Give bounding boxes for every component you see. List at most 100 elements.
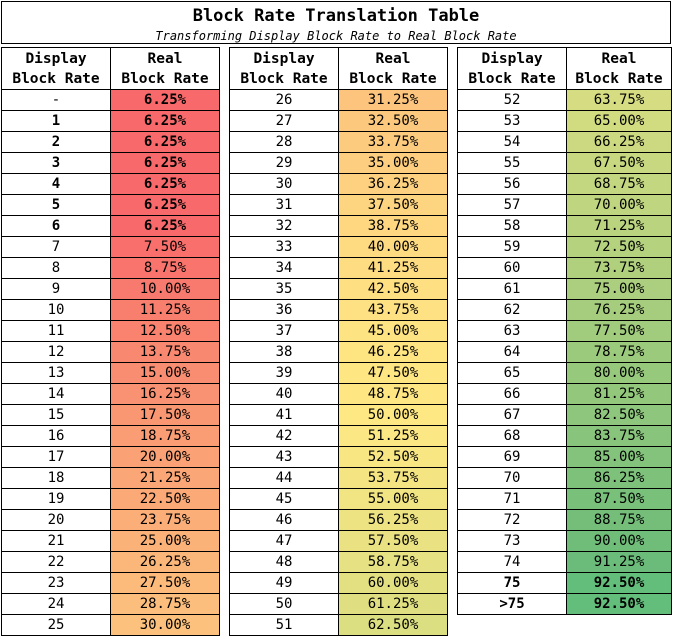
table-row: 1 6.25% [1,110,220,132]
display-rate-cell: 28 [229,131,339,153]
table-row: 63 77.50% [457,320,672,342]
display-rate-cell: 11 [1,320,111,342]
real-rate-cell: 6.25% [110,89,220,111]
table-row: 40 48.75% [229,383,448,405]
real-rate-cell: 76.25% [566,299,672,321]
table-row: 14 16.25% [1,383,220,405]
real-rate-cell: 61.25% [338,593,448,615]
table-row: 64 78.75% [457,341,672,363]
display-rate-cell: 59 [457,236,567,258]
real-rate-cell: 67.50% [566,152,672,174]
real-rate-cell: 10.00% [110,278,220,300]
table-row: 47 57.50% [229,530,448,552]
display-header-line-2: Block Rate [12,70,100,87]
real-rate-cell: 72.50% [566,236,672,258]
table-row: 67 82.50% [457,404,672,426]
real-rate-cell: 28.75% [110,593,220,615]
display-rate-cell: 5 [1,194,111,216]
table-row: 45 55.00% [229,488,448,510]
display-header-line-2: Block Rate [468,70,556,87]
real-rate-cell: 15.00% [110,362,220,384]
real-header-line-1: Real [147,50,183,67]
real-rate-cell: 53.75% [338,467,448,489]
display-header-line-1: Display [253,50,315,67]
display-rate-cell: 26 [229,89,339,111]
table-row: 65 80.00% [457,362,672,384]
table-row: 57 70.00% [457,194,672,216]
table-row: 61 75.00% [457,278,672,300]
real-rate-cell: 17.50% [110,404,220,426]
table-row: 62 76.25% [457,299,672,321]
table-row: 32 38.75% [229,215,448,237]
display-rate-cell: 45 [229,488,339,510]
table-row: 58 71.25% [457,215,672,237]
display-rate-cell: 19 [1,488,111,510]
display-rate-cell: 60 [457,257,567,279]
table-row: 4 6.25% [1,173,220,195]
real-rate-cell: 91.25% [566,551,672,573]
block-rate-table-3: Display Block Rate Real Block Rate 52 63.… [457,47,672,615]
display-rate-cell: 9 [1,278,111,300]
table-row: 50 61.25% [229,593,448,615]
real-rate-cell: 92.50% [566,593,672,615]
display-rate-cell: 53 [457,110,567,132]
table-row: 73 90.00% [457,530,672,552]
table-row: >75 92.50% [457,593,672,615]
real-rate-cell: 81.25% [566,383,672,405]
display-rate-cell: 37 [229,320,339,342]
real-rate-cell: 50.00% [338,404,448,426]
table-row: 66 81.25% [457,383,672,405]
display-rate-cell: 65 [457,362,567,384]
real-rate-cell: 65.00% [566,110,672,132]
display-rate-cell: 47 [229,530,339,552]
real-rate-cell: 21.25% [110,467,220,489]
table-row: 31 37.50% [229,194,448,216]
real-rate-cell: 87.50% [566,488,672,510]
real-rate-cell: 23.75% [110,509,220,531]
table-row: 11 12.50% [1,320,220,342]
table-row: 6 6.25% [1,215,220,237]
display-rate-cell: 40 [229,383,339,405]
real-rate-cell: 25.00% [110,530,220,552]
display-rate-cell: 34 [229,257,339,279]
real-rate-cell: 68.75% [566,173,672,195]
table-row: 36 43.75% [229,299,448,321]
table-row: 27 32.50% [229,110,448,132]
display-rate-cell: 41 [229,404,339,426]
real-rate-cell: 27.50% [110,572,220,594]
display-rate-cell: 25 [1,614,111,636]
display-rate-cell: 39 [229,362,339,384]
table-row: 15 17.50% [1,404,220,426]
table-row: 46 56.25% [229,509,448,531]
real-header-line-1: Real [601,50,637,67]
real-rate-cell: 41.25% [338,257,448,279]
table-row: 42 51.25% [229,425,448,447]
real-rate-cell: 26.25% [110,551,220,573]
display-rate-cell: >75 [457,593,567,615]
real-rate-cell: 45.00% [338,320,448,342]
display-rate-cell: 46 [229,509,339,531]
display-rate-cell: 73 [457,530,567,552]
display-rate-cell: 67 [457,404,567,426]
real-rate-cell: 6.25% [110,152,220,174]
table-row: 12 13.75% [1,341,220,363]
table-row: 29 35.00% [229,152,448,174]
real-rate-cell: 37.50% [338,194,448,216]
display-header: Display Block Rate [229,47,339,90]
display-rate-cell: 71 [457,488,567,510]
real-rate-cell: 7.50% [110,236,220,258]
table-row: 70 86.25% [457,467,672,489]
display-rate-cell: - [1,89,111,111]
table-row: 72 88.75% [457,509,672,531]
real-rate-cell: 6.25% [110,131,220,153]
display-rate-cell: 10 [1,299,111,321]
table-row: 28 33.75% [229,131,448,153]
display-rate-cell: 52 [457,89,567,111]
table-row: 2 6.25% [1,131,220,153]
display-rate-cell: 74 [457,551,567,573]
real-header-line-2: Block Rate [121,70,209,87]
display-rate-cell: 35 [229,278,339,300]
real-rate-cell: 55.00% [338,488,448,510]
display-header: Display Block Rate [457,47,567,90]
table-row: 35 42.50% [229,278,448,300]
